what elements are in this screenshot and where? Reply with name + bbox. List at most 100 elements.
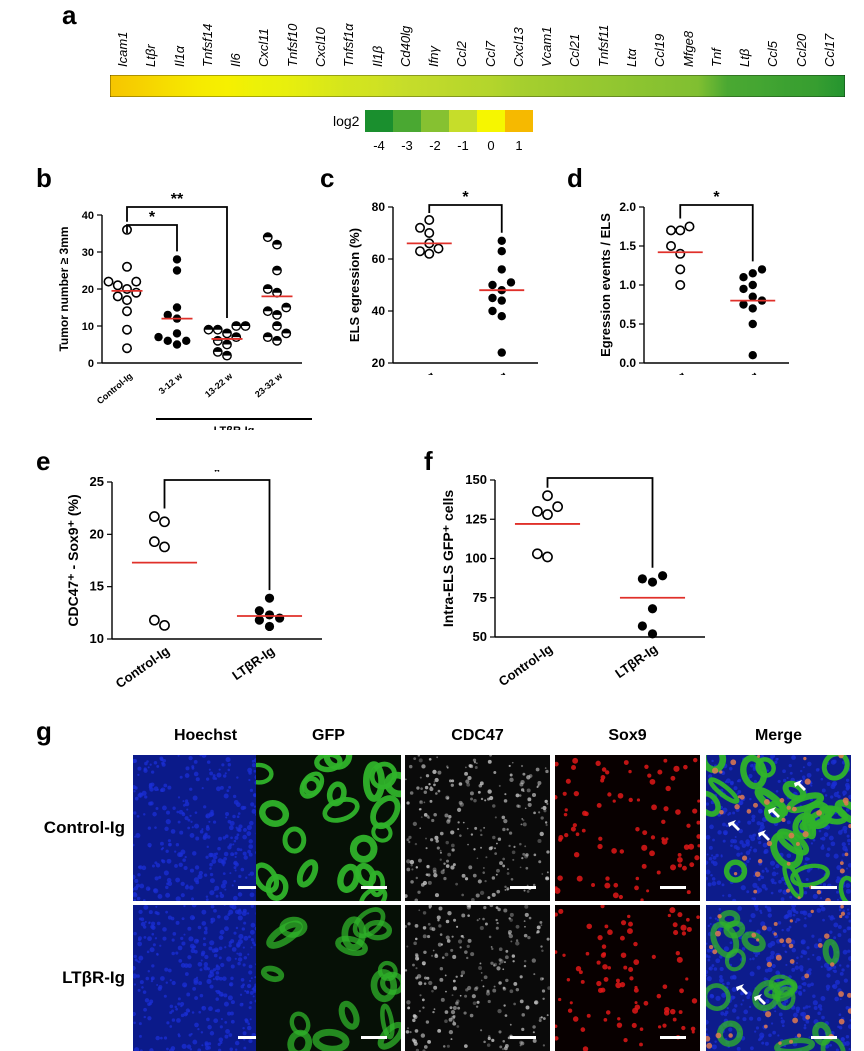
category-label: Control-Ig bbox=[496, 641, 556, 689]
gene-label: Il6 bbox=[228, 53, 244, 67]
data-point bbox=[675, 225, 686, 236]
gene-label: Il1β bbox=[369, 45, 385, 67]
gene-label: Ccl7 bbox=[482, 40, 498, 67]
data-point bbox=[658, 571, 668, 581]
y-tick-label: 1.5 bbox=[619, 239, 636, 253]
gene-label: Ccl21 bbox=[567, 33, 583, 67]
micrograph-image bbox=[133, 905, 278, 1051]
gene-label: Il1α bbox=[171, 45, 187, 67]
legend-tick: -4 bbox=[373, 138, 385, 153]
data-point bbox=[497, 236, 506, 245]
row-label-ltbr: LTβR-Ig bbox=[62, 968, 125, 987]
significance-bracket bbox=[126, 206, 228, 318]
legend-title: log2 bbox=[333, 113, 360, 129]
category-label: Control-Ig bbox=[95, 371, 134, 406]
y-tick-label: 0.5 bbox=[619, 317, 636, 331]
data-point bbox=[262, 332, 273, 343]
micrograph-image bbox=[133, 755, 278, 901]
data-point bbox=[159, 619, 170, 631]
data-point bbox=[488, 293, 497, 303]
micrograph-image bbox=[405, 755, 550, 901]
category-label: LTβR-Ig bbox=[469, 370, 509, 375]
y-tick-label: 25 bbox=[90, 474, 104, 489]
y-axis-label: ELS egression (%) bbox=[347, 228, 362, 342]
data-point bbox=[212, 346, 223, 357]
data-point bbox=[212, 324, 223, 335]
y-tick-label: 15 bbox=[90, 579, 104, 594]
panel-letter-a: a bbox=[62, 0, 77, 30]
legend-swatch bbox=[505, 110, 533, 132]
data-point bbox=[433, 243, 444, 254]
data-point bbox=[415, 246, 426, 257]
significance-label: * bbox=[597, 470, 604, 479]
micrograph-column-header: Hoechst bbox=[173, 727, 238, 744]
data-point bbox=[222, 350, 232, 361]
data-point bbox=[748, 269, 757, 278]
y-tick-label: 20 bbox=[90, 526, 104, 541]
data-point bbox=[131, 287, 142, 298]
legend-tick: -3 bbox=[401, 138, 413, 153]
data-point bbox=[748, 351, 757, 360]
arrow-marker bbox=[758, 830, 770, 841]
data-point bbox=[281, 302, 292, 313]
gene-label: Mfge8 bbox=[680, 30, 696, 67]
category-label: Control-Ig bbox=[113, 643, 173, 690]
data-point bbox=[254, 615, 264, 625]
data-point bbox=[272, 335, 282, 346]
scale-bar bbox=[238, 1036, 264, 1039]
y-tick-label: 10 bbox=[82, 321, 94, 333]
heatmap-bar bbox=[110, 75, 845, 97]
data-point bbox=[262, 284, 273, 294]
legend-swatch bbox=[477, 110, 505, 132]
significance-bracket bbox=[428, 204, 503, 233]
y-tick-label: 0.0 bbox=[619, 356, 636, 370]
data-point bbox=[212, 335, 223, 346]
y-tick-label: 50 bbox=[473, 629, 487, 644]
legend-tick: -2 bbox=[429, 138, 441, 153]
y-tick-label: 125 bbox=[465, 511, 487, 526]
panel-letter-e: e bbox=[36, 446, 51, 476]
panel-letter-b: b bbox=[36, 163, 52, 193]
significance-label: * bbox=[462, 189, 469, 206]
data-point bbox=[172, 340, 182, 349]
panel-letter-f: f bbox=[424, 446, 433, 476]
data-point bbox=[172, 303, 182, 312]
gene-label: Ccl20 bbox=[793, 33, 809, 67]
data-point bbox=[275, 613, 285, 623]
arrow-marker bbox=[768, 807, 780, 818]
data-point bbox=[112, 291, 123, 302]
y-tick-label: 10 bbox=[90, 631, 104, 646]
gene-label: Ltβr bbox=[143, 44, 159, 67]
scale-bar bbox=[510, 1036, 536, 1039]
legend-swatch bbox=[365, 110, 393, 132]
y-tick-label: 75 bbox=[473, 590, 487, 605]
data-point bbox=[415, 222, 426, 233]
y-tick-label: 40 bbox=[372, 304, 386, 318]
category-label: Control-Ig bbox=[387, 370, 437, 375]
panel-letter-d: d bbox=[567, 163, 583, 193]
gene-label: Ccl2 bbox=[454, 40, 470, 67]
data-point bbox=[739, 284, 748, 294]
legend-tick: 1 bbox=[515, 138, 522, 153]
significance-label: * bbox=[149, 209, 156, 226]
data-point bbox=[264, 610, 275, 620]
data-point bbox=[647, 577, 658, 587]
y-tick-label: 2.0 bbox=[619, 200, 636, 214]
y-tick-label: 40 bbox=[82, 210, 94, 222]
data-point bbox=[112, 280, 123, 291]
gene-label: Cxcl11 bbox=[256, 28, 272, 67]
data-point bbox=[542, 490, 553, 502]
data-point bbox=[684, 221, 695, 232]
scale-bar bbox=[361, 1036, 387, 1039]
data-point bbox=[163, 336, 172, 345]
data-point bbox=[172, 329, 182, 338]
gene-label: Cd40lg bbox=[397, 25, 413, 67]
significance-label: * bbox=[214, 470, 221, 481]
scale-bar bbox=[811, 1036, 837, 1039]
micrograph-column-header: Merge bbox=[754, 727, 803, 744]
data-point bbox=[531, 548, 543, 560]
significance-bracket bbox=[679, 204, 754, 262]
data-point bbox=[122, 261, 133, 272]
data-point bbox=[497, 265, 506, 274]
gene-label: Ccl19 bbox=[652, 33, 668, 67]
